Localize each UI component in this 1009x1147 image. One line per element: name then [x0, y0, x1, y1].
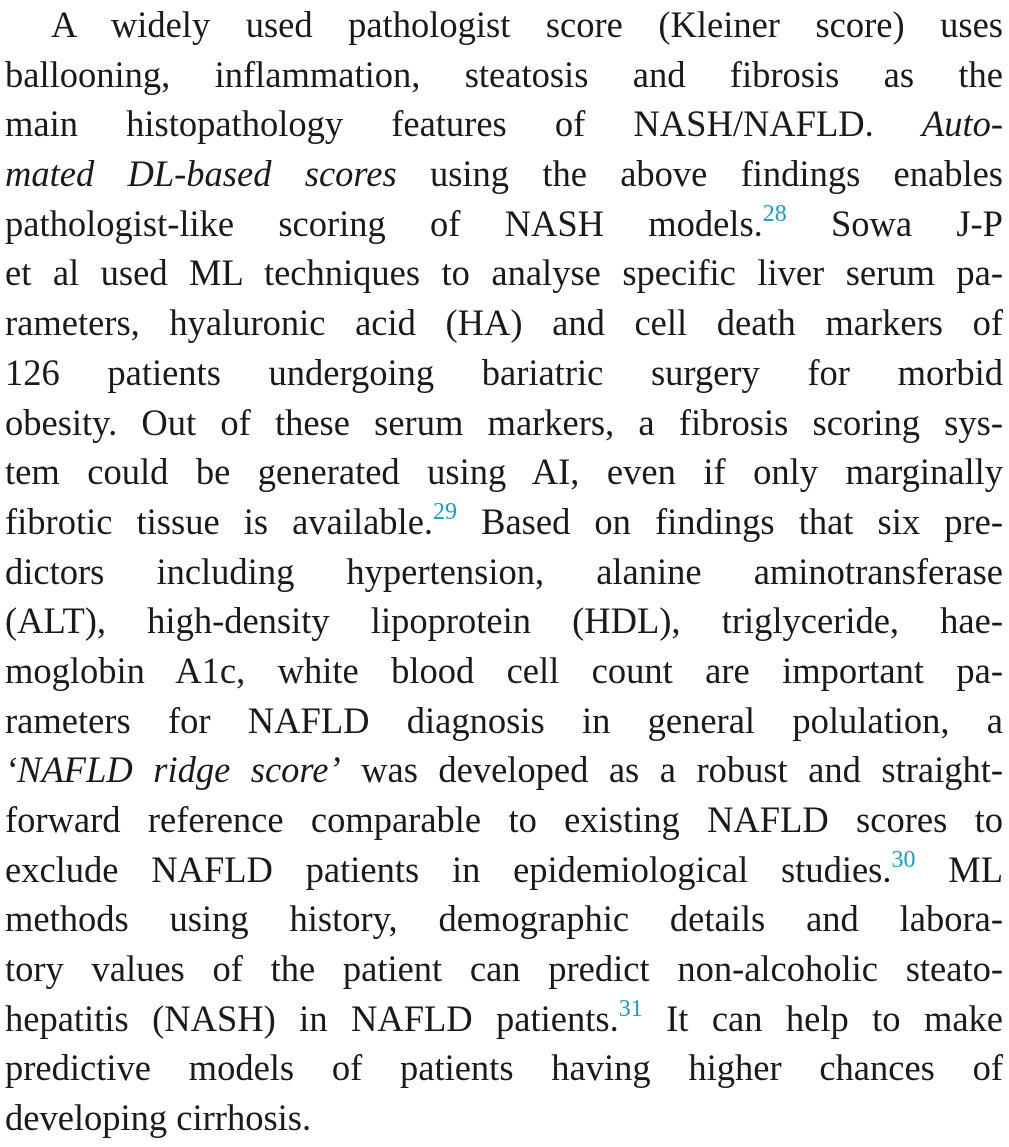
italic-text: ‘NAFLD ridge score’	[5, 749, 341, 791]
text-line: tem could be generated using AI, even if…	[5, 447, 1003, 497]
text-segment: using the above findings enables	[396, 153, 1003, 195]
text-segment: ML	[915, 848, 1003, 890]
text-segment: Sowa J-P	[786, 202, 1003, 244]
text-line: ‘NAFLD ridge score’ was developed as a r…	[5, 745, 1003, 795]
text-line: main histopathology features of NASH/NAF…	[5, 99, 1003, 149]
text-segment: et al used ML techniques to analyse spec…	[5, 252, 1003, 294]
text-segment: ballooning, inflammation, steatosis and …	[5, 53, 1003, 95]
text-segment: pathologist-like scoring of NASH models.	[5, 202, 763, 244]
text-segment: developing cirrhosis.	[5, 1097, 312, 1139]
text-line: rameters for NAFLD diagnosis in general …	[5, 696, 1003, 746]
text-line: developing cirrhosis.	[5, 1093, 1003, 1143]
text-segment: (ALT), high-density lipoprotein (HDL), t…	[5, 600, 1003, 642]
text-segment: moglobin A1c, white blood cell count are…	[5, 649, 1003, 691]
text-line: mated DL-based scores using the above fi…	[5, 149, 1003, 199]
citation-link[interactable]: 28	[762, 200, 787, 227]
citation-link[interactable]: 29	[433, 498, 458, 525]
citation-link[interactable]: 31	[618, 995, 643, 1022]
italic-text: mated DL-based scores	[5, 153, 397, 195]
text-line: methods using history, demographic detai…	[5, 894, 1003, 944]
text-segment: 126 patients undergoing bariatric surger…	[5, 351, 1003, 393]
text-segment: rameters, hyaluronic acid (HA) and cell …	[5, 302, 1003, 344]
text-line: fibrotic tissue is available.29 Based on…	[5, 497, 1003, 547]
text-segment: main histopathology features of NASH/NAF…	[5, 103, 922, 145]
text-segment: exclude NAFLD patients in epidemiologica…	[5, 848, 892, 890]
text-line: pathologist-like scoring of NASH models.…	[5, 199, 1003, 249]
text-segment: A widely used pathologist score (Kleiner…	[51, 4, 1003, 45]
text-line: A widely used pathologist score (Kleiner…	[5, 0, 1003, 50]
text-segment: rameters for NAFLD diagnosis in general …	[5, 699, 1003, 741]
text-segment: methods using history, demographic detai…	[5, 898, 1003, 940]
text-line: exclude NAFLD patients in epidemiologica…	[5, 845, 1003, 895]
text-line: ballooning, inflammation, steatosis and …	[5, 50, 1003, 100]
citation-link[interactable]: 30	[891, 846, 916, 873]
text-segment: dictors including hypertension, alanine …	[5, 550, 1003, 592]
text-line: tory values of the patient can predict n…	[5, 944, 1003, 994]
text-segment: tory values of the patient can predict n…	[5, 948, 1003, 990]
text-segment: hepatitis (NASH) in NAFLD patients.	[5, 997, 619, 1039]
text-line: 126 patients undergoing bariatric surger…	[5, 348, 1003, 398]
text-line: obesity. Out of these serum markers, a f…	[5, 398, 1003, 448]
text-line: forward reference comparable to existing…	[5, 795, 1003, 845]
text-segment: fibrotic tissue is available.	[5, 500, 434, 542]
text-segment: Based on findings that six pre-	[457, 500, 1003, 542]
text-line: dictors including hypertension, alanine …	[5, 547, 1003, 597]
text-line: (ALT), high-density lipoprotein (HDL), t…	[5, 596, 1003, 646]
text-line: hepatitis (NASH) in NAFLD patients.31 It…	[5, 994, 1003, 1044]
text-line: et al used ML techniques to analyse spec…	[5, 248, 1003, 298]
text-segment: forward reference comparable to existing…	[5, 799, 1003, 840]
italic-text: Auto-	[921, 103, 1003, 145]
text-segment: It can help to make	[642, 997, 1003, 1039]
text-segment: predictive models of patients having hig…	[5, 1047, 1003, 1089]
text-segment: obesity. Out of these serum markers, a f…	[5, 401, 1003, 443]
text-line: moglobin A1c, white blood cell count are…	[5, 646, 1003, 696]
text-segment: tem could be generated using AI, even if…	[5, 451, 1003, 493]
text-line: rameters, hyaluronic acid (HA) and cell …	[5, 298, 1003, 348]
text-segment: was developed as a robust and straight-	[340, 749, 1004, 791]
text-line: predictive models of patients having hig…	[5, 1043, 1003, 1093]
body-paragraph: A widely used pathologist score (Kleiner…	[5, 0, 1003, 1143]
